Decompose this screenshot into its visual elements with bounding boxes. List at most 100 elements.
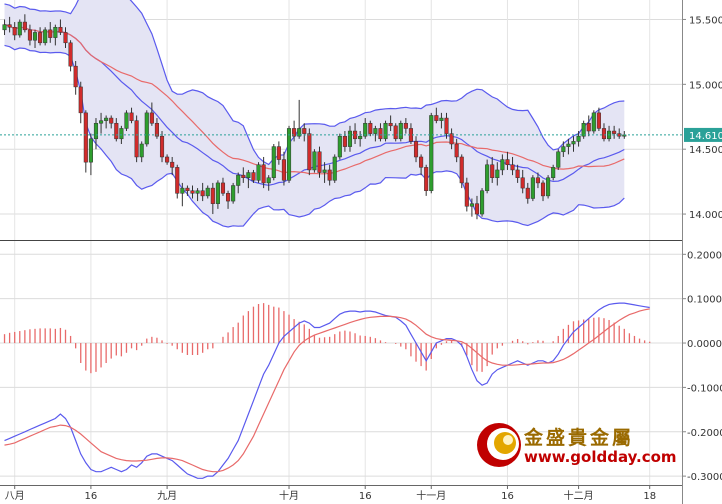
candlestick — [459, 154, 464, 189]
candlestick — [215, 180, 220, 209]
candlestick — [317, 146, 322, 178]
candlestick — [68, 40, 73, 72]
x-tick-label: 16 — [85, 491, 98, 502]
candlestick — [322, 162, 327, 183]
candlestick — [525, 182, 530, 204]
candlestick — [576, 131, 581, 147]
candlestick — [159, 131, 165, 163]
candlestick — [205, 185, 210, 199]
candlestick — [220, 177, 226, 196]
candlestick — [17, 19, 22, 38]
candlestick — [535, 172, 540, 189]
watermark: 金盛貴金屬 www.goldday.com — [477, 423, 677, 467]
candlestick — [12, 22, 17, 41]
candlestick — [454, 138, 459, 163]
candlestick — [256, 162, 261, 183]
price-y-tick-label: 15.500 — [689, 15, 722, 26]
candlestick — [83, 110, 88, 173]
candlestick — [424, 164, 429, 196]
candlestick — [38, 27, 43, 46]
candlestick — [99, 112, 104, 134]
candlestick — [180, 182, 185, 207]
candlestick — [200, 182, 205, 202]
x-tick-label: 16 — [501, 491, 514, 502]
candlestick — [591, 110, 596, 134]
candlestick — [419, 154, 424, 176]
candlestick — [520, 169, 525, 194]
candlestick — [556, 149, 561, 170]
candlestick — [281, 151, 286, 186]
candlestick — [434, 107, 439, 124]
candlestick — [505, 151, 510, 170]
candlestick — [490, 156, 495, 183]
x-tick-label: 九月 — [157, 490, 177, 502]
candlestick — [210, 182, 215, 215]
candlestick — [109, 115, 114, 129]
candlestick — [551, 164, 556, 181]
candlestick — [251, 169, 256, 183]
last-price-tag-background — [684, 127, 722, 142]
candlestick — [302, 123, 307, 142]
candlestick — [596, 107, 601, 132]
candlestick — [546, 175, 551, 199]
candlestick — [581, 120, 586, 139]
x-tick-label: 16 — [359, 491, 372, 502]
candlestick — [241, 167, 246, 183]
candlestick — [337, 133, 342, 160]
candlestick — [480, 188, 485, 217]
candlestick — [170, 156, 175, 176]
oscillator-line-blue — [4, 302, 650, 479]
candlestick — [530, 175, 535, 202]
candlestick — [53, 24, 58, 46]
candlestick — [403, 118, 408, 134]
oscillator-y-tick-label: -0.1000 — [687, 383, 722, 394]
candlestick — [586, 115, 591, 137]
candlestick — [601, 123, 607, 142]
candlestick — [332, 154, 337, 183]
candlestick — [48, 22, 53, 43]
candlestick — [515, 164, 520, 183]
oscillator-y-tick-label: -0.2000 — [687, 428, 722, 439]
candlestick — [469, 198, 474, 217]
last-price-tag: 14.610 — [684, 127, 722, 142]
candlestick — [540, 180, 546, 202]
candlestick — [347, 125, 353, 152]
price-y-tick-label: 15.000 — [689, 80, 722, 91]
candlestick — [195, 188, 200, 202]
candlestick — [571, 136, 576, 152]
x-tick-label: 十一月 — [416, 489, 446, 502]
candlestick — [246, 169, 251, 189]
candlestick — [93, 118, 99, 150]
candlestick — [165, 154, 170, 165]
candlestick — [139, 141, 144, 163]
candlestick — [149, 102, 154, 126]
x-tick-label: 18 — [643, 491, 656, 502]
candlestick — [358, 131, 363, 147]
last-price-label: 14.610 — [689, 131, 722, 142]
candlestick — [566, 138, 571, 155]
candlestick — [114, 118, 119, 142]
x-tick-label: 十二月 — [564, 489, 594, 502]
candlestick — [373, 125, 378, 142]
candlestick — [398, 120, 403, 142]
candlestick — [429, 112, 434, 194]
price-y-tick-label: 14.000 — [689, 210, 722, 221]
oscillator-histogram — [3, 303, 651, 374]
candlestick — [32, 29, 38, 48]
candlestick — [449, 128, 454, 150]
candlestick — [495, 162, 500, 186]
candlestick — [378, 123, 383, 142]
candlestick — [393, 123, 398, 142]
x-tick-label: 八月 — [5, 490, 25, 502]
oscillator-y-tick-label: 0.0000 — [687, 339, 722, 350]
x-axis: 八月 16 九月 十月 16 十一月 16 十二月 18 — [5, 485, 656, 502]
x-tick-label: 十月 — [279, 489, 299, 502]
candlestick — [144, 110, 149, 147]
candlestick — [276, 141, 281, 165]
candlestick — [474, 195, 480, 220]
candlestick — [134, 115, 139, 163]
watermark-url: www.goldday.com — [524, 448, 677, 466]
candlestick — [368, 120, 373, 137]
candlesticks — [2, 14, 627, 220]
